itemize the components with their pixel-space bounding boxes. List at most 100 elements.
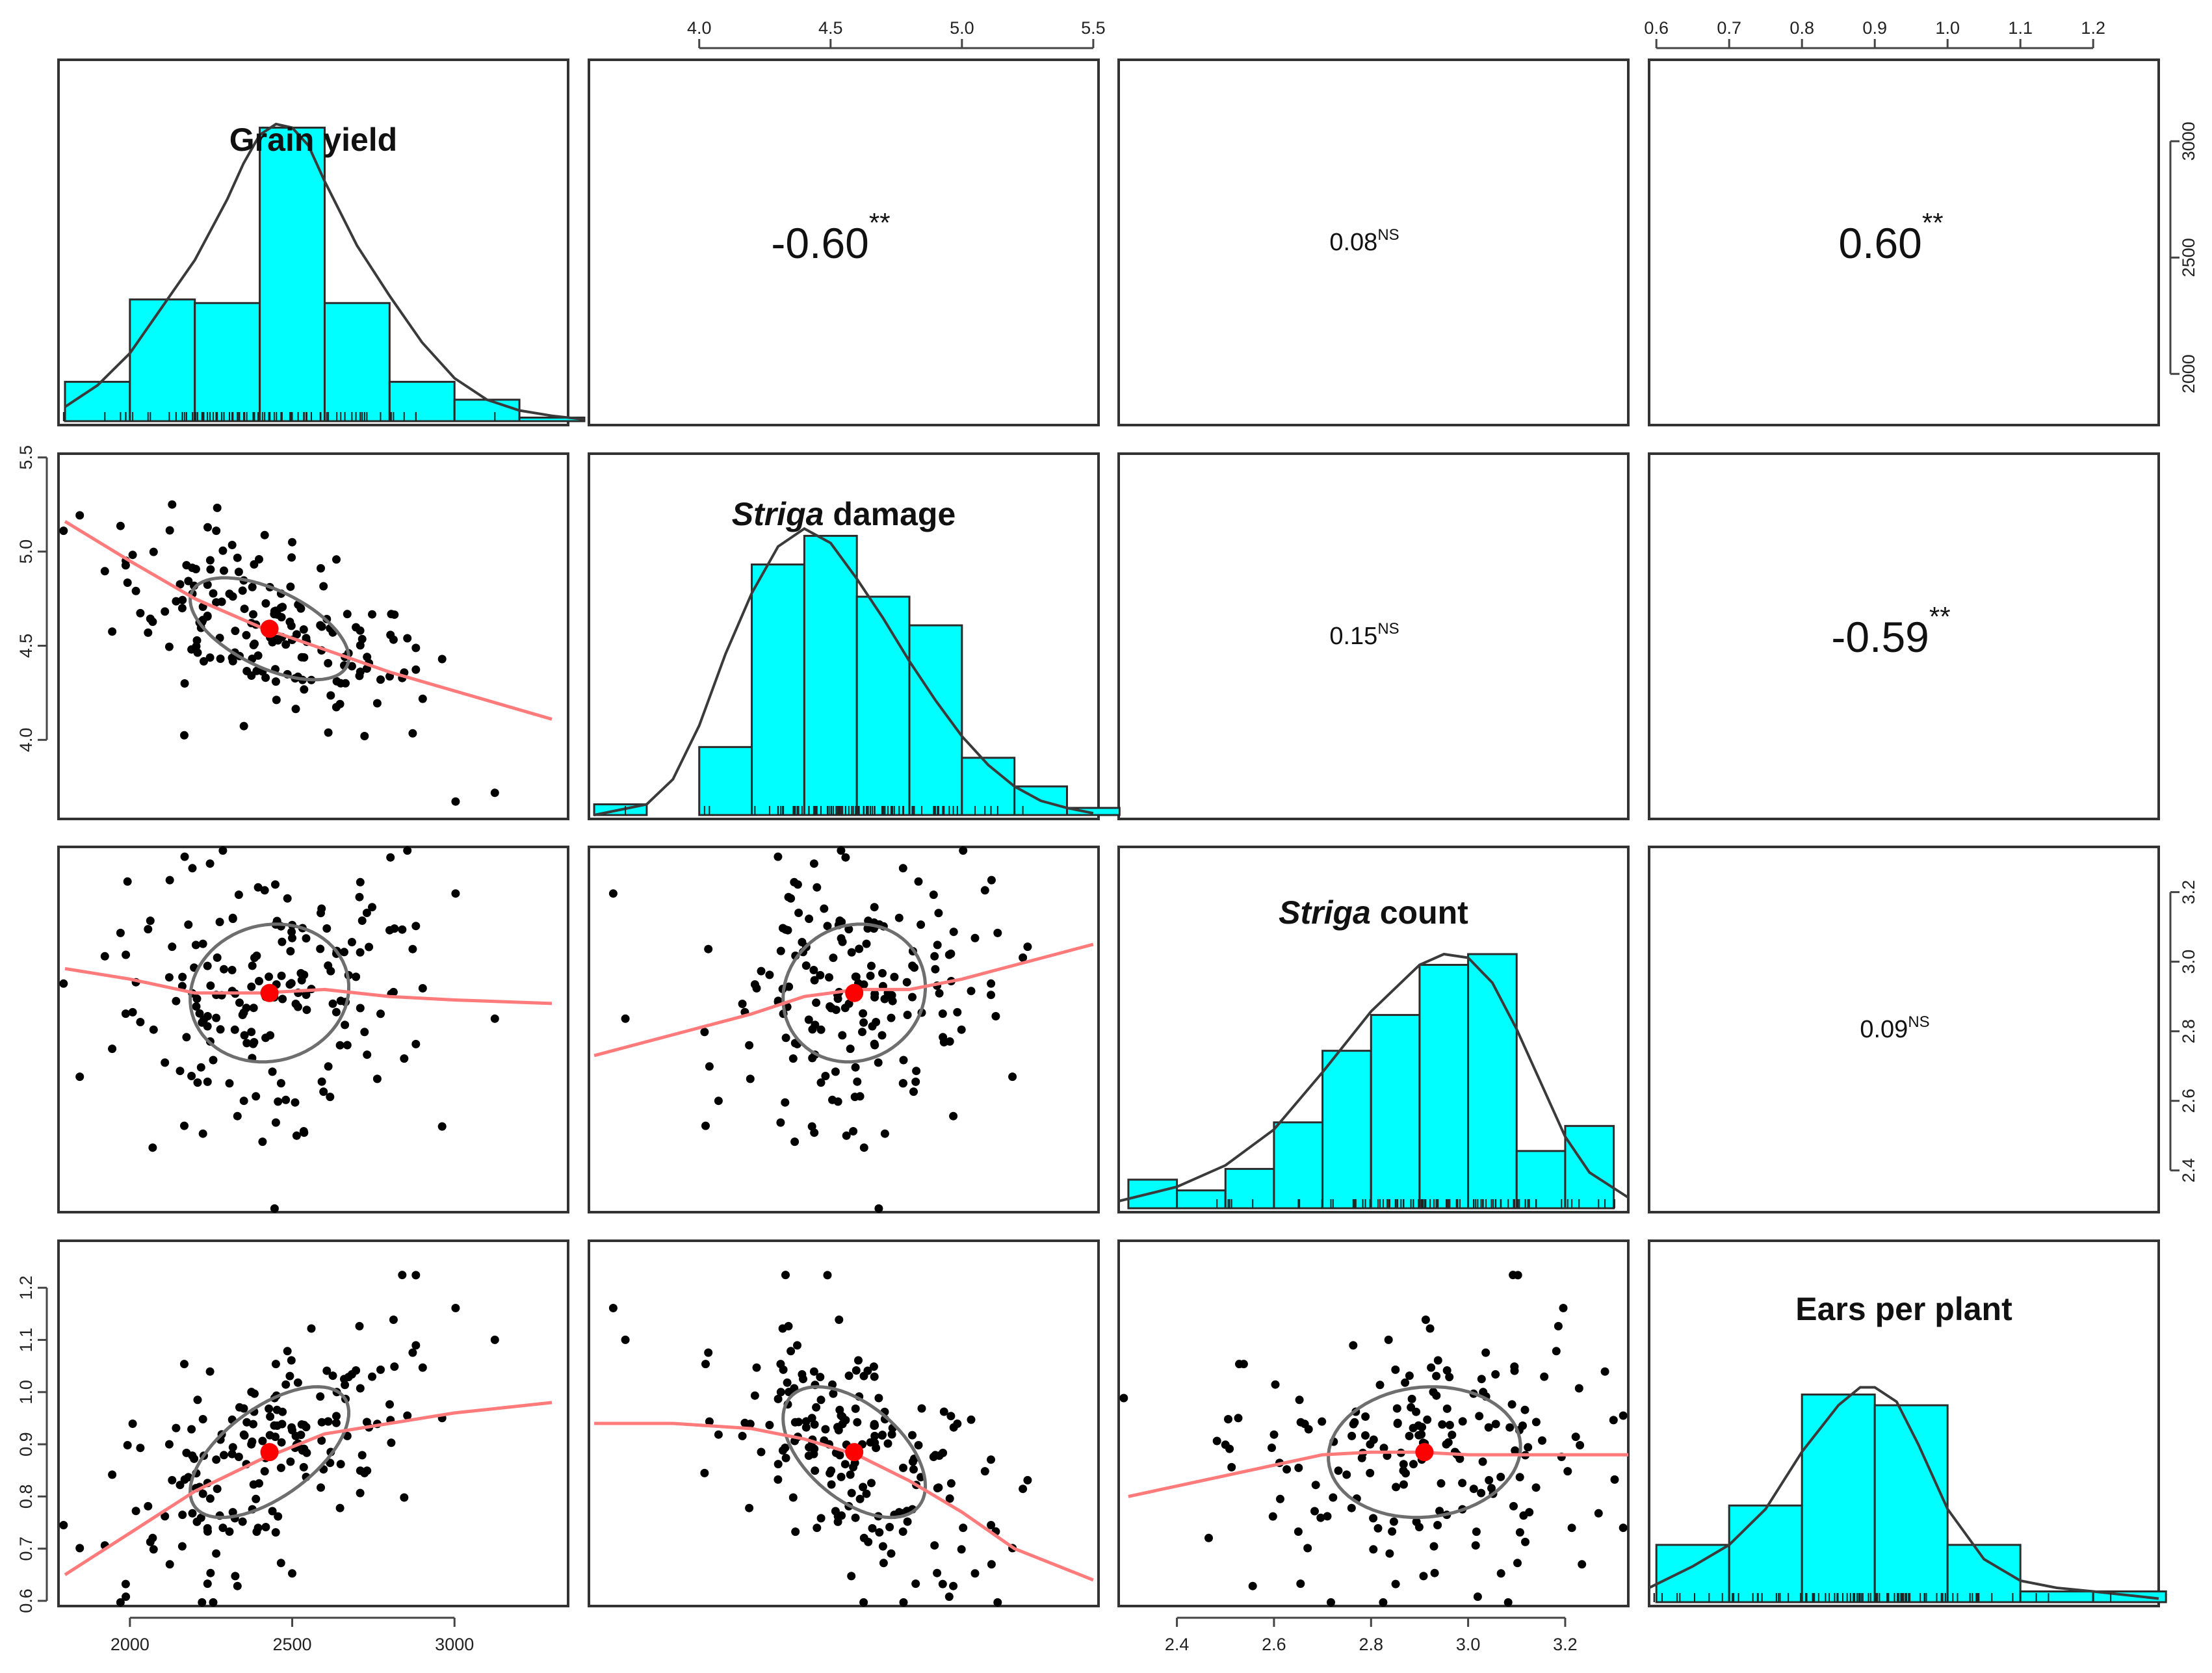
data-point [247,982,256,991]
data-point [1496,1472,1505,1481]
data-point [316,621,325,630]
data-point [949,1581,958,1590]
data-point [240,604,249,614]
data-point [161,607,170,616]
data-point [191,940,200,950]
data-point [324,961,333,970]
data-point [1391,1579,1400,1589]
data-point [1425,1324,1435,1333]
data-point [938,1579,947,1589]
data-point [123,1441,132,1449]
data-point [1484,1423,1493,1432]
data-point [108,1470,117,1479]
data-point [1433,1356,1442,1365]
data-point [411,643,421,653]
data-point [1023,942,1032,952]
data-point [847,948,856,957]
data-point [238,1011,247,1019]
data-point [909,1465,918,1474]
data-point [212,526,221,536]
data-point [738,1431,747,1440]
data-point [238,586,247,595]
data-point [249,1004,258,1013]
data-point [1221,1440,1230,1449]
data-point [704,944,713,953]
data-point [356,1466,365,1475]
rug-yield [62,412,496,421]
data-point [874,1204,883,1213]
data-point [714,1430,723,1439]
mean-point [260,983,279,1002]
data-point [1511,1446,1520,1455]
data-point [128,1007,137,1017]
data-point [317,1483,325,1492]
data-point [164,973,174,982]
data-point [1448,1431,1457,1440]
density-curve-ears [1648,1386,2159,1600]
data-point [868,1022,877,1031]
data-point [322,924,332,933]
panel-frame-r1-c2 [1117,452,1630,820]
data-point [291,1431,300,1440]
data-point [1481,1348,1490,1357]
data-point [1429,1388,1438,1397]
data-point [347,662,356,671]
data-point [187,1425,196,1434]
data-point [899,1463,907,1472]
data-point [987,1560,996,1569]
data-point [752,1363,761,1372]
data-point [1576,1441,1585,1449]
tick-label: 0.7 [1717,18,1741,38]
data-point [215,918,224,926]
data-point [213,1485,222,1494]
data-point [193,1395,202,1405]
data-point [776,1118,785,1127]
data-point [1311,1481,1320,1490]
rug-count [1216,1199,1615,1208]
data-point [621,1335,630,1344]
data-point [929,890,938,900]
data-point [809,1449,818,1459]
data-point [180,1121,189,1130]
data-point [1471,1541,1480,1550]
data-point [1412,1517,1421,1526]
data-point [781,1453,790,1462]
data-point [987,1521,996,1529]
correlation-r1-c2: 0.15NS [1329,620,1399,650]
data-point [1224,1415,1232,1423]
data-point [1407,1394,1416,1403]
data-point [809,1367,818,1376]
data-point [1389,1517,1398,1526]
axis-right-yield: 2000 2500 3000 [2169,122,2198,393]
data-point [833,1097,842,1106]
correlation-ellipse [781,1385,928,1520]
data-point [1349,1341,1358,1350]
data-point [341,1020,350,1030]
scatter-panel-ears-vs-yield [59,1271,553,1607]
data-point [1571,1433,1580,1442]
data-point [837,1472,846,1481]
data-point [355,892,364,901]
data-point [1385,1549,1394,1558]
variable-label-ears: Ears per plant [1795,1291,2012,1327]
data-point [220,566,228,575]
correlation-r1-c3: -0.59** [1831,601,1950,661]
data-point [1423,1415,1432,1424]
data-point [172,1423,181,1433]
data-point [752,984,761,992]
data-point [778,1324,787,1333]
data-point [1347,1503,1356,1512]
variable-label-yield: Grain yield [229,122,397,158]
data-point [823,1271,832,1280]
data-point [128,1420,137,1428]
panel-frame-r0-c2 [1117,58,1630,426]
data-point [277,971,286,980]
data-point [1520,1405,1529,1414]
data-point [209,1598,218,1607]
data-point [887,1430,896,1439]
data-point [784,892,793,901]
data-point [178,972,187,981]
data-point [276,1559,285,1568]
data-point [203,1579,212,1589]
data-point [1524,1443,1533,1452]
